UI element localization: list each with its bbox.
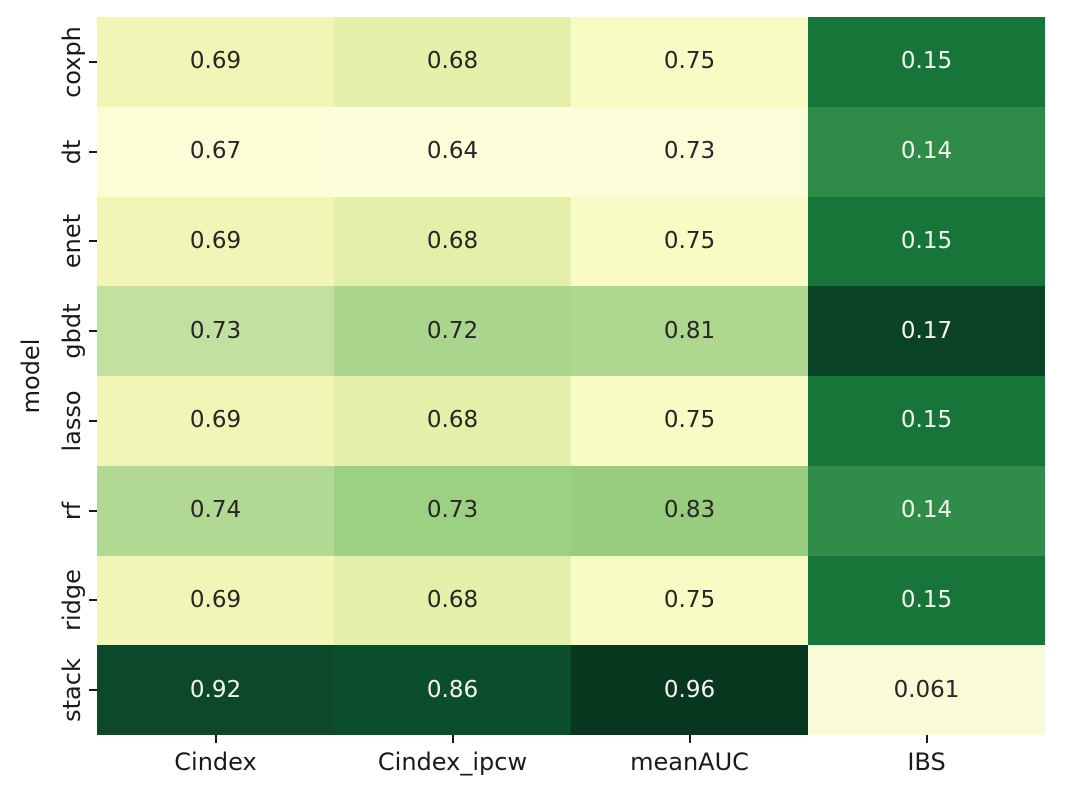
heatmap-cell-lasso-meanAUC: 0.75 <box>571 376 808 466</box>
y-tick-mark <box>89 60 97 63</box>
y-tick-mark <box>89 240 97 243</box>
heatmap-cell-rf-Cindex: 0.74 <box>97 465 334 556</box>
heatmap-cell-stack-meanAUC: 0.96 <box>571 645 808 735</box>
x-tick-mark <box>925 735 928 743</box>
y-tick-label-gbdt: gbdt <box>58 303 86 359</box>
heatmap-cell-ridge-Cindex: 0.69 <box>97 555 334 646</box>
heatmap-cell-enet-Cindex_ipcw: 0.68 <box>334 196 571 287</box>
heatmap-cell-stack-Cindex: 0.92 <box>97 645 334 735</box>
heatmap-cell-dt-Cindex_ipcw: 0.64 <box>334 106 571 197</box>
heatmap-cell-lasso-Cindex: 0.69 <box>97 376 334 466</box>
heatmap-cell-ridge-IBS: 0.15 <box>808 555 1045 646</box>
y-axis-label: model <box>17 338 45 414</box>
heatmap-cell-ridge-meanAUC: 0.75 <box>571 555 808 646</box>
heatmap-cell-gbdt-Cindex_ipcw: 0.72 <box>334 286 571 376</box>
heatmap-cell-gbdt-meanAUC: 0.81 <box>571 286 808 376</box>
y-tick-mark <box>89 689 97 692</box>
heatmap-cell-dt-Cindex: 0.67 <box>97 106 334 197</box>
y-tick-label-lasso: lasso <box>58 390 86 452</box>
heatmap-cell-dt-meanAUC: 0.73 <box>571 106 808 197</box>
x-tick-mark <box>214 735 217 743</box>
y-tick-label-ridge: ridge <box>58 569 86 632</box>
heatmap-cell-gbdt-IBS: 0.17 <box>808 286 1045 376</box>
y-tick-label-dt: dt <box>58 139 86 164</box>
heatmap-cell-enet-Cindex: 0.69 <box>97 196 334 287</box>
heatmap-cell-rf-IBS: 0.14 <box>808 465 1045 556</box>
heatmap-cell-ridge-Cindex_ipcw: 0.68 <box>334 555 571 646</box>
heatmap-cell-gbdt-Cindex: 0.73 <box>97 286 334 376</box>
heatmap-cell-dt-IBS: 0.14 <box>808 106 1045 197</box>
x-tick-label-Cindex_ipcw: Cindex_ipcw <box>377 748 528 776</box>
heatmap-cell-coxph-Cindex: 0.69 <box>97 17 334 107</box>
y-tick-mark <box>89 150 97 153</box>
heatmap-cell-stack-IBS: 0.061 <box>808 645 1045 735</box>
heatmap-cell-lasso-Cindex_ipcw: 0.68 <box>334 376 571 466</box>
y-tick-mark <box>89 509 97 512</box>
x-tick-label-Cindex: Cindex <box>174 748 257 776</box>
x-tick-mark <box>688 735 691 743</box>
x-tick-label-meanAUC: meanAUC <box>630 748 749 776</box>
heatmap-cell-coxph-Cindex_ipcw: 0.68 <box>334 17 571 107</box>
y-tick-mark <box>89 599 97 602</box>
x-tick-mark <box>451 735 454 743</box>
heatmap-cell-enet-IBS: 0.15 <box>808 196 1045 287</box>
x-tick-label-IBS: IBS <box>907 748 946 776</box>
y-tick-mark <box>89 419 97 422</box>
y-tick-label-stack: stack <box>58 658 86 722</box>
heatmap-cell-enet-meanAUC: 0.75 <box>571 196 808 287</box>
heatmap-grid: 0.69 0.68 0.75 0.15 0.67 0.64 0.73 0.14 0.69 0.68… <box>97 17 1045 735</box>
heatmap-cell-coxph-IBS: 0.15 <box>808 17 1045 107</box>
heatmap-cell-lasso-IBS: 0.15 <box>808 376 1045 466</box>
y-tick-label-coxph: coxph <box>58 25 86 98</box>
heatmap-cell-coxph-meanAUC: 0.75 <box>571 17 808 107</box>
y-tick-label-rf: rf <box>58 501 86 520</box>
heatmap-cell-rf-meanAUC: 0.83 <box>571 465 808 556</box>
heatmap-cell-rf-Cindex_ipcw: 0.73 <box>334 465 571 556</box>
y-tick-mark <box>89 330 97 333</box>
heatmap-cell-stack-Cindex_ipcw: 0.86 <box>334 645 571 735</box>
y-tick-label-enet: enet <box>58 214 86 269</box>
